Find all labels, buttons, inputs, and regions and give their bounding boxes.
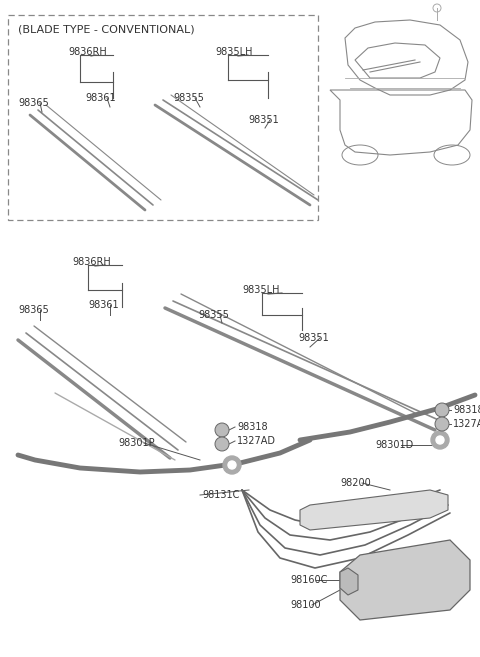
Text: 98365: 98365 xyxy=(18,305,49,315)
Text: 98361: 98361 xyxy=(85,93,116,103)
Circle shape xyxy=(435,403,449,417)
Text: 98318: 98318 xyxy=(453,405,480,415)
Text: 98301D: 98301D xyxy=(375,440,413,450)
Text: 98131C: 98131C xyxy=(202,490,240,500)
Text: 1327AD: 1327AD xyxy=(237,436,276,446)
Text: 9835LH: 9835LH xyxy=(242,285,279,295)
Polygon shape xyxy=(340,568,358,595)
Text: 98200: 98200 xyxy=(340,478,371,488)
Circle shape xyxy=(435,417,449,431)
Text: 98365: 98365 xyxy=(18,98,49,108)
Text: 98355: 98355 xyxy=(198,310,229,320)
Circle shape xyxy=(215,437,229,451)
Bar xyxy=(8,15,318,220)
Text: 98361: 98361 xyxy=(88,300,119,310)
Text: 98355: 98355 xyxy=(173,93,204,103)
Text: 98318: 98318 xyxy=(237,422,268,432)
Text: 1327AD: 1327AD xyxy=(453,419,480,429)
Circle shape xyxy=(436,436,444,444)
Text: (BLADE TYPE - CONVENTIONAL): (BLADE TYPE - CONVENTIONAL) xyxy=(18,25,194,35)
Text: 9836RH: 9836RH xyxy=(72,257,111,267)
Text: 98160C: 98160C xyxy=(290,575,327,585)
Polygon shape xyxy=(340,540,470,620)
Text: 9835LH: 9835LH xyxy=(215,47,252,57)
Text: 9836RH: 9836RH xyxy=(68,47,107,57)
Circle shape xyxy=(228,461,236,469)
Text: 98351: 98351 xyxy=(248,115,279,125)
Circle shape xyxy=(223,456,241,474)
Text: 98301P: 98301P xyxy=(118,438,155,448)
Circle shape xyxy=(431,431,449,449)
Circle shape xyxy=(215,423,229,437)
Text: 98351: 98351 xyxy=(298,333,329,343)
Text: 98100: 98100 xyxy=(290,600,321,610)
Polygon shape xyxy=(300,490,448,530)
